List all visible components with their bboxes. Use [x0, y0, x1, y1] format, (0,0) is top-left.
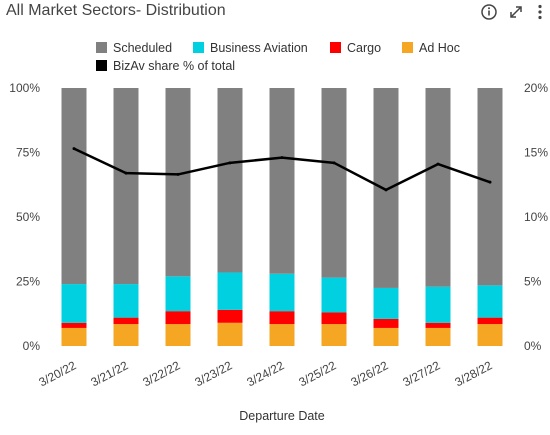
- legend-label-bizav-share[interactable]: BizAv share % of total: [113, 59, 235, 73]
- x-tick-label: 3/28/22: [452, 358, 494, 389]
- bar-segment-cargo[interactable]: [217, 309, 243, 323]
- bar-segment-scheduled[interactable]: [477, 88, 503, 286]
- bar-segment-cargo[interactable]: [373, 318, 399, 328]
- page-title: All Market Sectors- Distribution: [6, 2, 226, 19]
- legend-swatch-business-aviation[interactable]: [193, 42, 204, 53]
- bar-segment-cargo[interactable]: [165, 311, 191, 325]
- x-tick-label: 3/26/22: [348, 358, 390, 389]
- x-tick-label: 3/22/22: [140, 358, 182, 389]
- bar-segment-scheduled[interactable]: [321, 88, 347, 278]
- legend-label-business-aviation[interactable]: Business Aviation: [210, 41, 308, 55]
- info-circle-icon[interactable]: [479, 2, 499, 22]
- x-tick-label: 3/20/22: [36, 358, 78, 389]
- bar-segment-business-aviation[interactable]: [269, 273, 295, 312]
- bar-segment-business-aviation[interactable]: [321, 277, 347, 313]
- bar-segment-business-aviation[interactable]: [113, 284, 139, 318]
- legend-label-scheduled[interactable]: Scheduled: [113, 41, 172, 55]
- bar-segment-cargo[interactable]: [321, 312, 347, 325]
- bar-segment-cargo[interactable]: [269, 311, 295, 325]
- bizav-share-point[interactable]: [384, 188, 388, 192]
- x-tick-label: 3/24/22: [244, 358, 286, 389]
- bar-segment-business-aviation[interactable]: [373, 287, 399, 319]
- bar-segment-scheduled[interactable]: [373, 88, 399, 288]
- vertical-ellipsis-icon[interactable]: [530, 2, 550, 22]
- y-tick-label-left: 25%: [16, 275, 40, 289]
- bizav-share-point[interactable]: [124, 171, 128, 175]
- legend-swatch-cargo[interactable]: [330, 42, 341, 53]
- bar-segment-business-aviation[interactable]: [61, 284, 87, 323]
- bizav-share-point[interactable]: [72, 147, 76, 151]
- y-tick-label-left: 75%: [16, 146, 40, 160]
- legend-swatch-ad-hoc[interactable]: [402, 42, 413, 53]
- expand-arrows-icon[interactable]: [506, 2, 526, 22]
- bizav-share-point[interactable]: [176, 172, 180, 176]
- x-tick-label: 3/25/22: [296, 358, 338, 389]
- y-tick-label-right: 15%: [524, 146, 548, 160]
- bar-segment-ad-hoc[interactable]: [425, 327, 451, 346]
- x-tick-label: 3/21/22: [88, 358, 130, 389]
- bar-segment-business-aviation[interactable]: [217, 272, 243, 310]
- bar-segment-ad-hoc[interactable]: [217, 322, 243, 346]
- bar-segment-business-aviation[interactable]: [425, 286, 451, 323]
- legend-label-ad-hoc[interactable]: Ad Hoc: [419, 41, 460, 55]
- bar-segment-cargo[interactable]: [61, 322, 87, 328]
- bar-segment-scheduled[interactable]: [425, 88, 451, 287]
- x-axis-title: Departure Date: [239, 409, 325, 423]
- y-tick-label-right: 5%: [524, 275, 542, 289]
- bizav-share-point[interactable]: [280, 156, 284, 160]
- bar-segment-ad-hoc[interactable]: [477, 324, 503, 346]
- bar-segment-ad-hoc[interactable]: [321, 324, 347, 346]
- bizav-share-point[interactable]: [332, 161, 336, 165]
- legend-label-cargo[interactable]: Cargo: [347, 41, 381, 55]
- bizav-share-point[interactable]: [228, 161, 232, 165]
- bizav-share-point[interactable]: [488, 180, 492, 184]
- y-tick-label-right: 20%: [524, 81, 548, 95]
- bar-segment-ad-hoc[interactable]: [269, 324, 295, 346]
- bar-segment-cargo[interactable]: [477, 317, 503, 325]
- bar-segment-scheduled[interactable]: [217, 88, 243, 273]
- bar-segment-scheduled[interactable]: [113, 88, 139, 285]
- bar-segment-ad-hoc[interactable]: [373, 327, 399, 346]
- x-tick-label: 3/23/22: [192, 358, 234, 389]
- y-tick-label-left: 50%: [16, 210, 40, 224]
- x-tick-label: 3/27/22: [400, 358, 442, 389]
- bar-segment-ad-hoc[interactable]: [165, 324, 191, 346]
- bizav-share-point[interactable]: [436, 162, 440, 166]
- bar-segment-business-aviation[interactable]: [165, 276, 191, 312]
- y-tick-label-left: 0%: [23, 339, 41, 353]
- y-tick-label-right: 10%: [524, 210, 548, 224]
- y-tick-label-right: 0%: [524, 339, 542, 353]
- bar-segment-ad-hoc[interactable]: [113, 324, 139, 346]
- legend-swatch-scheduled[interactable]: [96, 42, 107, 53]
- bar-segment-ad-hoc[interactable]: [61, 327, 87, 346]
- bar-segment-cargo[interactable]: [425, 322, 451, 328]
- bar-segment-business-aviation[interactable]: [477, 285, 503, 318]
- bar-segment-scheduled[interactable]: [165, 88, 191, 277]
- bar-segment-cargo[interactable]: [113, 317, 139, 325]
- bar-segment-scheduled[interactable]: [269, 88, 295, 274]
- legend-swatch-bizav-share[interactable]: [96, 60, 107, 71]
- bar-segment-scheduled[interactable]: [61, 88, 87, 285]
- y-tick-label-left: 100%: [9, 81, 40, 95]
